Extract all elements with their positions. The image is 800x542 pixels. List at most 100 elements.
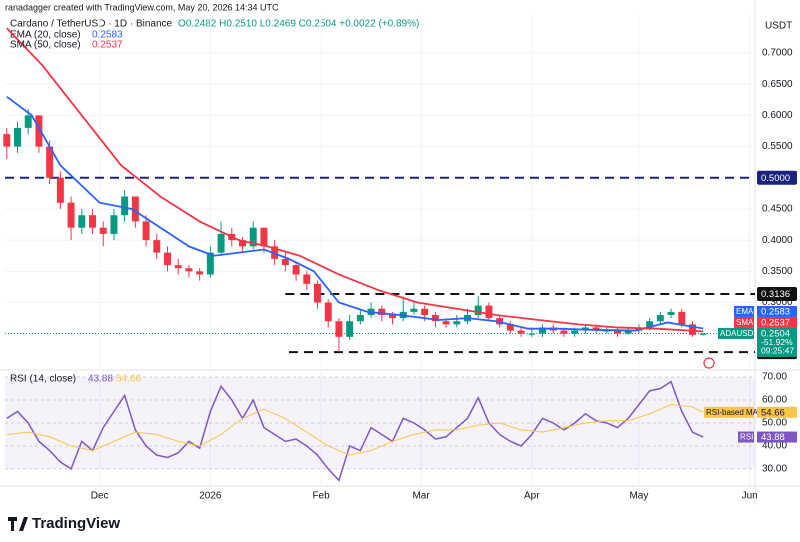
level-tag [757, 287, 797, 302]
candle-body [46, 146, 54, 178]
y-tick-label: 30.00 [762, 464, 787, 475]
ohlc: O0.2482 H0.2510 L0.2469 C0.2504 +0.0022 … [178, 19, 419, 30]
symbol: Cardano / TetherUSD · 1D · Binance [10, 19, 173, 30]
candle-body [131, 196, 139, 222]
candle-body [78, 215, 86, 228]
brand-logo: TradingView [8, 515, 120, 532]
candle-body [239, 240, 246, 247]
candle-body [646, 321, 654, 328]
candle-body [667, 311, 675, 315]
credit: ranadagger created with TradingView.com,… [5, 2, 279, 12]
series-tag-value: 0.2537 [761, 317, 790, 328]
price-tag-box [757, 327, 797, 357]
candle-body [35, 115, 43, 147]
y-tick-label: 0.5500 [762, 141, 793, 152]
series-tag-name-box [734, 305, 754, 317]
series-tag-value: 0.2583 [761, 306, 790, 317]
y-tick-label: 0.4000 [762, 235, 793, 246]
series-tag-name: RSI [740, 433, 753, 442]
candle-body [292, 265, 300, 275]
candle-body [378, 308, 386, 315]
candle-body [217, 233, 225, 253]
brand: TradingView [32, 515, 120, 532]
candle-body [99, 227, 107, 234]
series-tag-box [757, 406, 797, 418]
level-tag-label: 0.5000 [761, 173, 790, 184]
y-tick-label: 0.6000 [762, 110, 793, 121]
y-tick-label: 50.00 [762, 418, 787, 429]
candle-body [164, 252, 171, 266]
series-tag-name: SMA [736, 318, 754, 327]
level-tag [757, 170, 797, 185]
legend-name: EMA (20, close) [10, 30, 81, 41]
candle-body [517, 330, 525, 334]
candle-body [196, 271, 204, 275]
candle-body [3, 134, 11, 147]
series-tag-name-box [738, 431, 754, 443]
candle-body [142, 221, 150, 241]
currency: USDT [765, 21, 792, 32]
series-tag-box [757, 305, 797, 317]
candle-body [356, 314, 364, 322]
candle-body [539, 327, 546, 334]
legend-name: SMA (50, close) [10, 40, 81, 51]
legend-value: 54.66 [116, 374, 141, 385]
candle-body [56, 177, 64, 203]
y-tick-label: 0.3000 [762, 297, 793, 308]
candle-body [410, 308, 418, 312]
candle-body [485, 305, 493, 319]
candle-body [678, 311, 686, 325]
rsi-line [6, 404, 704, 456]
series-tag-name: EMA [736, 307, 754, 316]
x-tick-label: Apr [524, 491, 540, 502]
legend-value: 43.88 [88, 374, 113, 385]
candle-body [121, 196, 129, 216]
candle-body [153, 240, 161, 253]
y-tick-label: 0.7000 [762, 48, 793, 59]
candle-body [506, 324, 514, 331]
price-tag-symbol: ADAUSDT [720, 329, 758, 338]
price-tag-countdown: 09:25:47 [761, 346, 794, 356]
candle-body [571, 330, 579, 334]
price-tag-symbol-box [718, 327, 754, 339]
candle-body [185, 268, 193, 272]
x-tick-label: Mar [412, 491, 430, 502]
x-tick-label: Dec [91, 491, 109, 502]
series-tag-name-box [704, 406, 754, 418]
legend-value: 0.2583 [92, 30, 123, 41]
x-tick-label: Feb [312, 491, 330, 502]
candle-body [249, 227, 257, 247]
candle-body [335, 321, 343, 337]
candle-body [206, 252, 214, 275]
series-tag-value: 43.88 [761, 432, 785, 443]
candle-body [14, 127, 21, 147]
series-tag-name: RSI-based MA [706, 408, 759, 417]
candle-body [474, 305, 482, 315]
series-tag-box [757, 316, 797, 328]
candle-body [431, 314, 439, 322]
y-tick-label: 0.3500 [762, 266, 793, 277]
ma-line [6, 27, 704, 333]
alert-icon[interactable] [703, 357, 715, 369]
series-tag-value: 54.66 [761, 407, 785, 418]
candle-body [614, 330, 621, 334]
candle-body [624, 330, 632, 334]
x-tick-label: 2026 [199, 491, 222, 502]
x-tick-label: Jun [742, 491, 758, 502]
candle-body [389, 314, 396, 319]
series-tag-box [757, 431, 797, 443]
rsi-title: RSI (14, close) [10, 374, 76, 385]
candle-body [281, 258, 289, 266]
candle-body [314, 283, 321, 303]
legend-value: 0.2537 [92, 40, 123, 51]
candle-body [260, 227, 268, 247]
candle-body [656, 314, 664, 322]
ma-line [6, 95, 704, 332]
candle-body [303, 274, 311, 284]
rsi-line [6, 380, 704, 482]
candle-body [560, 330, 568, 334]
candle-body [110, 215, 118, 234]
y-tick-label: 70.00 [762, 372, 787, 383]
